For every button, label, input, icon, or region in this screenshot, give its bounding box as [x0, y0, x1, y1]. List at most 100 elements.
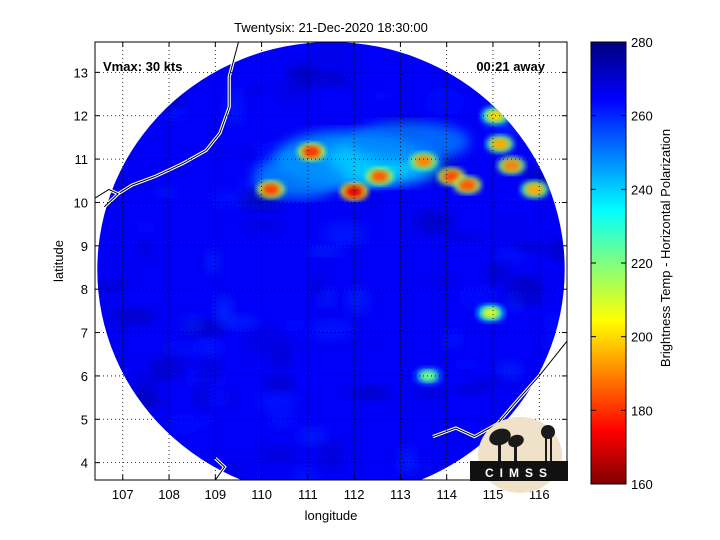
texture-patch	[543, 240, 565, 260]
colorbar-ticks: 160 180 200 220 240 260 280	[591, 35, 653, 492]
texture-patch	[236, 295, 280, 317]
cold-feature	[302, 145, 321, 158]
colorbar: 160 180 200 220 240 260 280 Brightness Temp - …	[590, 35, 673, 492]
texture-patch	[265, 374, 296, 394]
texture-patch	[307, 245, 343, 256]
texture-patch	[192, 384, 213, 410]
colorbar-tick-label: 200	[631, 330, 653, 345]
plot-area	[95, 42, 567, 480]
texture-patch	[478, 240, 500, 255]
logo-band	[470, 461, 568, 481]
texture-patch	[493, 247, 528, 266]
texture-patch	[494, 338, 533, 358]
texture-patch	[138, 239, 153, 258]
texture-patch	[515, 241, 544, 252]
texture-patch	[363, 338, 380, 347]
x-tick-label: 115	[483, 487, 504, 502]
colorbar-tick-label: 260	[631, 109, 653, 124]
texture-patch	[264, 79, 286, 88]
cimss-logo: CIMSS	[470, 417, 568, 493]
y-axis-label: latitude	[51, 240, 66, 282]
texture-patch	[198, 415, 212, 426]
texture-patch	[362, 227, 394, 258]
y-tick-label: 13	[74, 65, 88, 80]
texture-patch	[453, 384, 491, 395]
texture-patch	[247, 84, 266, 95]
cold-feature	[458, 179, 477, 192]
grid-lines	[95, 42, 567, 480]
texture-patch	[280, 319, 309, 332]
coastline-line	[95, 188, 119, 208]
y-tick-label: 5	[81, 412, 88, 427]
texture-patch	[394, 460, 434, 470]
texture-patch	[450, 358, 484, 370]
x-tick-label: 114	[436, 487, 457, 502]
satellite-dish-icon	[489, 428, 524, 461]
x-tick-label: 113	[390, 487, 411, 502]
vmax-annotation: Vmax: 30 kts	[103, 59, 183, 74]
texture-patch	[242, 219, 286, 233]
chart-title: Twentysix: 21-Dec-2020 18:30:00	[234, 20, 428, 35]
x-tick-label: 108	[158, 487, 180, 502]
texture-patch	[97, 264, 127, 273]
x-tick-label: 107	[112, 487, 134, 502]
texture-patch	[365, 189, 381, 209]
texture-patch	[444, 232, 485, 243]
texture-patch	[309, 43, 348, 68]
texture-patch	[184, 266, 198, 298]
texture-patch	[317, 68, 351, 87]
texture-patch	[224, 313, 260, 331]
texture-patch	[287, 64, 320, 89]
logo-text: CIMSS	[485, 466, 553, 480]
texture-patch	[228, 461, 246, 480]
y-tick-label: 6	[81, 369, 88, 384]
texture-patch	[213, 295, 235, 327]
cold-feature	[525, 183, 544, 196]
cold-feature	[414, 155, 433, 168]
colorbar-tick-label: 220	[631, 256, 653, 271]
x-tick-label: 110	[251, 487, 272, 502]
cold-feature	[345, 185, 364, 198]
y-tick-label: 8	[81, 282, 88, 297]
texture-patch	[256, 445, 300, 464]
texture-patch	[191, 338, 224, 358]
texture-patch	[263, 102, 285, 117]
y-tick-label: 4	[81, 456, 88, 471]
texture-patch	[484, 261, 512, 283]
x-tick-label: 112	[344, 487, 365, 502]
colorbar-tick-label: 240	[631, 182, 653, 197]
colorbar-bar	[590, 41, 627, 485]
cold-feature	[419, 369, 438, 382]
texture-patch	[427, 273, 462, 291]
x-axis: 107 108 109 110 111 112 113 114 115 116	[112, 42, 550, 502]
coastline-line	[214, 457, 226, 480]
texture-patch	[424, 87, 465, 117]
texture-patch	[197, 277, 215, 305]
texture-patch	[202, 220, 227, 230]
y-tick-label: 11	[75, 152, 89, 167]
texture-patch	[309, 319, 354, 341]
texture-patch	[309, 273, 326, 299]
colorbar-label: Brightness Temp - Horizontal Polarizatio…	[658, 129, 673, 367]
texture-patch	[225, 145, 258, 160]
texture-patch	[285, 365, 332, 392]
texture-patch	[321, 222, 367, 246]
colorbar-tick-label: 280	[631, 35, 653, 50]
water-tower-icon	[541, 425, 555, 461]
texture-patch	[269, 411, 295, 430]
x-axis-label: longitude	[305, 508, 358, 523]
texture-patch	[136, 364, 184, 379]
texture-patch	[243, 326, 283, 357]
texture-patch	[502, 194, 523, 204]
texture-patch	[164, 413, 202, 435]
texture-patch	[291, 466, 319, 480]
texture-patch	[410, 387, 447, 400]
texture-patch	[208, 189, 247, 210]
cloud-halo	[349, 121, 470, 162]
x-tick-label: 109	[204, 487, 226, 502]
texture-patch	[497, 361, 523, 381]
texture-patch	[470, 377, 505, 387]
axes-frame	[94, 41, 568, 481]
texture-patch	[297, 427, 328, 446]
